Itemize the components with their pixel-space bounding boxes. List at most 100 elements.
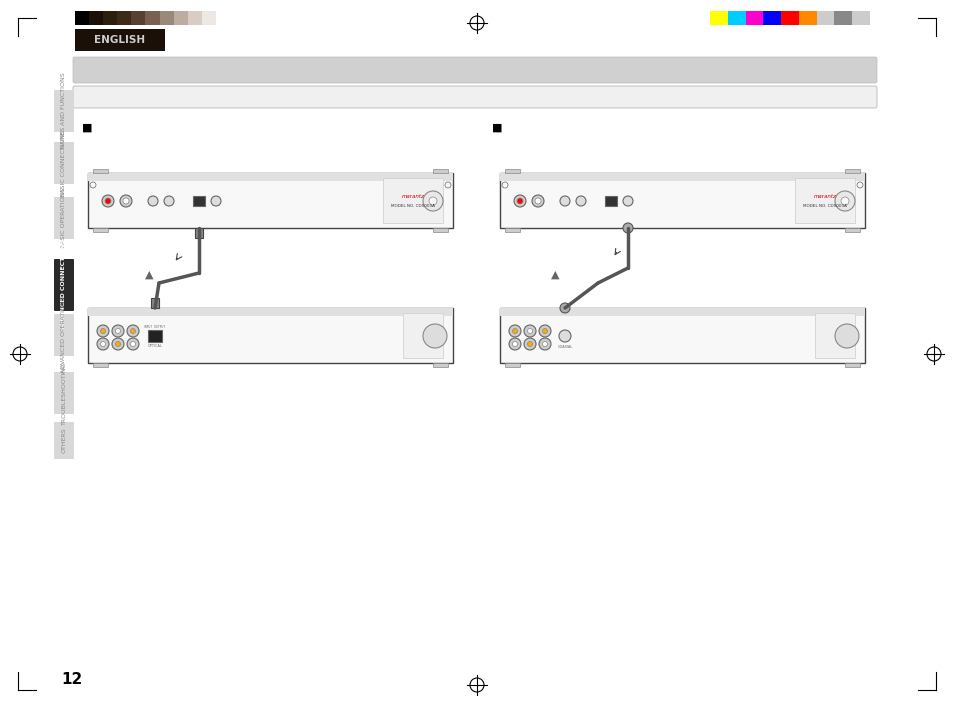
Bar xyxy=(88,173,453,228)
Circle shape xyxy=(120,195,132,207)
Bar xyxy=(727,11,745,25)
Bar xyxy=(202,11,215,25)
FancyBboxPatch shape xyxy=(73,57,876,83)
Circle shape xyxy=(527,341,532,346)
Circle shape xyxy=(523,325,536,337)
Circle shape xyxy=(542,329,547,333)
Bar xyxy=(89,11,103,25)
Text: INPUT  OUTPUT: INPUT OUTPUT xyxy=(144,325,166,329)
Text: ■: ■ xyxy=(82,123,92,133)
Bar xyxy=(504,228,519,232)
Bar xyxy=(382,178,442,223)
Circle shape xyxy=(422,191,442,211)
Text: BASIC CONNECTIONS: BASIC CONNECTIONS xyxy=(61,130,67,197)
Circle shape xyxy=(131,341,135,346)
Circle shape xyxy=(100,329,106,333)
Bar xyxy=(499,308,864,316)
Circle shape xyxy=(559,303,569,313)
Circle shape xyxy=(841,197,848,205)
Text: BASIC OPERATIONS: BASIC OPERATIONS xyxy=(61,188,67,248)
Bar xyxy=(816,11,834,25)
Bar xyxy=(88,308,453,316)
Circle shape xyxy=(559,196,569,206)
Bar xyxy=(132,11,145,25)
Bar xyxy=(75,11,89,25)
Bar xyxy=(781,11,798,25)
Circle shape xyxy=(429,197,436,205)
Circle shape xyxy=(538,338,551,350)
Text: COAXIAL: COAXIAL xyxy=(557,345,572,349)
Circle shape xyxy=(538,325,551,337)
Bar xyxy=(794,178,854,223)
Bar xyxy=(92,169,108,173)
FancyBboxPatch shape xyxy=(73,86,876,108)
Circle shape xyxy=(509,325,520,337)
Circle shape xyxy=(622,196,633,206)
Circle shape xyxy=(112,338,124,350)
Bar xyxy=(151,298,159,308)
Text: ADVANCED OPERATIONS: ADVANCED OPERATIONS xyxy=(61,297,67,373)
FancyBboxPatch shape xyxy=(54,422,74,459)
Bar xyxy=(173,11,188,25)
Circle shape xyxy=(558,330,571,342)
Circle shape xyxy=(542,341,547,346)
Text: marantz: marantz xyxy=(401,193,424,198)
Bar xyxy=(88,308,453,363)
Bar xyxy=(499,173,864,181)
Circle shape xyxy=(535,198,540,204)
Bar xyxy=(88,173,453,181)
Bar xyxy=(844,228,859,232)
Bar xyxy=(834,11,851,25)
Text: NAMES AND FUNCTIONS: NAMES AND FUNCTIONS xyxy=(61,73,67,149)
Bar xyxy=(851,11,869,25)
Text: ■: ■ xyxy=(492,123,502,133)
Circle shape xyxy=(100,341,106,346)
FancyBboxPatch shape xyxy=(54,372,74,414)
Bar xyxy=(814,313,854,358)
Circle shape xyxy=(834,191,854,211)
Circle shape xyxy=(509,338,520,350)
Circle shape xyxy=(97,325,109,337)
Text: ▲: ▲ xyxy=(550,270,558,280)
Text: 12: 12 xyxy=(61,673,83,687)
Circle shape xyxy=(622,223,633,233)
FancyBboxPatch shape xyxy=(54,314,74,356)
Circle shape xyxy=(527,329,532,333)
Bar xyxy=(117,11,132,25)
Bar xyxy=(709,11,727,25)
Circle shape xyxy=(123,198,129,204)
Text: ENGLISH: ENGLISH xyxy=(94,35,146,45)
Bar xyxy=(145,11,159,25)
Bar xyxy=(504,363,519,367)
Bar xyxy=(844,363,859,367)
Bar xyxy=(193,196,205,206)
Bar xyxy=(194,228,203,238)
Circle shape xyxy=(131,329,135,333)
Text: OTHERS: OTHERS xyxy=(61,428,67,453)
Bar xyxy=(499,173,864,228)
Bar xyxy=(215,11,230,25)
FancyBboxPatch shape xyxy=(54,197,74,239)
Text: MODEL NO. CD5003A: MODEL NO. CD5003A xyxy=(391,204,435,208)
Bar xyxy=(402,313,442,358)
Bar xyxy=(148,330,162,342)
Circle shape xyxy=(514,195,525,207)
Text: ▲: ▲ xyxy=(145,270,153,280)
FancyBboxPatch shape xyxy=(54,259,74,311)
Circle shape xyxy=(523,338,536,350)
Bar xyxy=(188,11,202,25)
Circle shape xyxy=(164,196,173,206)
Bar xyxy=(844,169,859,173)
Circle shape xyxy=(127,325,139,337)
Circle shape xyxy=(102,195,113,207)
Text: ADVANCED CONNECTIONS: ADVANCED CONNECTIONS xyxy=(61,239,67,331)
Text: MODEL NO. CD5003A: MODEL NO. CD5003A xyxy=(802,204,846,208)
Circle shape xyxy=(115,329,120,333)
Bar xyxy=(433,228,448,232)
Circle shape xyxy=(422,324,447,348)
Bar xyxy=(504,169,519,173)
Bar xyxy=(798,11,816,25)
Text: marantz: marantz xyxy=(813,193,836,198)
FancyBboxPatch shape xyxy=(54,142,74,184)
Circle shape xyxy=(97,338,109,350)
